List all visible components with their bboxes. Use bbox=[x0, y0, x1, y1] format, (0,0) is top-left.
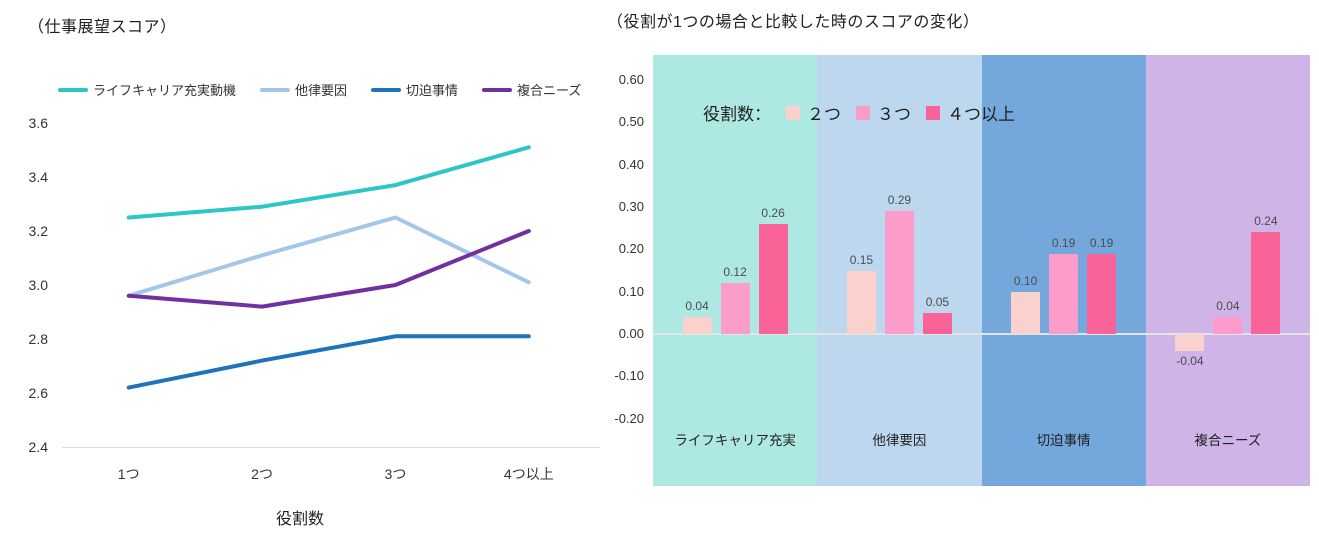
bar-４つ以上-2 bbox=[922, 312, 952, 334]
legend-line-swatch bbox=[482, 87, 513, 92]
legend-item-1: ２つ bbox=[786, 100, 841, 125]
legend-item-label: 切迫事情 bbox=[406, 83, 459, 98]
line-chart-baseline bbox=[62, 447, 600, 448]
legend-color-swatch bbox=[786, 105, 800, 120]
legend-item-4: 複合ニーズ bbox=[482, 80, 581, 99]
bar-４つ以上-3 bbox=[1087, 253, 1117, 334]
bar-３つ-1 bbox=[720, 283, 750, 334]
line-chart-plot bbox=[126, 145, 531, 390]
line-chart-legend: ライフキャリア充実動機 他律要因 切迫事情 複合ニーズ bbox=[58, 80, 581, 99]
bar-value-label: 0.19 bbox=[1051, 235, 1076, 250]
category-band-4: 複合ニーズ bbox=[1145, 55, 1310, 486]
bar-value-label: 0.04 bbox=[685, 299, 709, 314]
bar-２つ-2 bbox=[846, 270, 876, 334]
y-tick-label: 2.4 bbox=[28, 439, 48, 455]
legend-color-swatch bbox=[856, 105, 870, 120]
bar-３つ-3 bbox=[1049, 253, 1079, 334]
y-tick-label: 0.00 bbox=[618, 326, 644, 341]
legend-item-label: ４つ以上 bbox=[947, 105, 1015, 124]
legend-item-label: ライフキャリア充実動機 bbox=[93, 83, 237, 98]
y-tick-label: 0.30 bbox=[618, 199, 644, 214]
y-tick-label: 0.10 bbox=[618, 283, 644, 299]
legend-item-2: 他律要因 bbox=[260, 80, 347, 99]
y-tick-label: -0.20 bbox=[614, 410, 644, 426]
legend-line-swatch bbox=[371, 87, 402, 92]
legend-line-swatch bbox=[260, 87, 291, 92]
y-tick-label: 3.6 bbox=[28, 115, 48, 131]
legend-item-3: ４つ以上 bbox=[926, 100, 1015, 125]
bar-value-label: 0.05 bbox=[925, 294, 950, 309]
legend-item-label: ２つ bbox=[807, 105, 841, 124]
bar-value-label: 0.29 bbox=[887, 193, 912, 208]
category-label: ライフキャリア充実 bbox=[674, 433, 796, 448]
y-tick-label: 0.60 bbox=[618, 72, 644, 88]
y-tick-label: 0.20 bbox=[618, 241, 644, 257]
line-chart-title: （仕事展望スコア） bbox=[28, 19, 177, 36]
bar-value-label: 0.12 bbox=[723, 265, 747, 280]
legend-item-label: 他律要因 bbox=[295, 83, 348, 98]
bar-４つ以上-4 bbox=[1251, 232, 1281, 334]
y-tick-label: 2.6 bbox=[28, 385, 48, 401]
bar-chart-legend: 役割数： ２つ ３つ ４つ以上 bbox=[703, 100, 1015, 125]
y-tick-label: 3.2 bbox=[28, 223, 48, 239]
legend-item-3: 切迫事情 bbox=[371, 80, 458, 99]
bar-３つ-4 bbox=[1213, 317, 1243, 334]
line-chart-x-axis-title: 役割数 bbox=[275, 511, 324, 528]
category-label: 他律要因 bbox=[872, 433, 927, 448]
legend-item-label: ３つ bbox=[877, 105, 911, 124]
bar-２つ-1 bbox=[682, 317, 712, 334]
line-series-3 bbox=[126, 334, 531, 390]
category-label: 複合ニーズ bbox=[1194, 433, 1262, 448]
bar-３つ-2 bbox=[884, 211, 914, 334]
legend-line-swatch bbox=[58, 87, 88, 92]
bar-value-label: 0.15 bbox=[849, 252, 874, 267]
bar-２つ-3 bbox=[1011, 291, 1041, 334]
category-band-1: ライフキャリア充実 bbox=[653, 55, 818, 486]
line-series-1 bbox=[126, 145, 531, 220]
bar-value-label: 0.04 bbox=[1216, 299, 1240, 314]
line-series-4 bbox=[126, 229, 531, 309]
bar-value-label: -0.04 bbox=[1176, 353, 1204, 368]
line-series-2 bbox=[126, 215, 531, 298]
zero-axis-line bbox=[653, 333, 1310, 335]
x-tick-label: 3つ bbox=[384, 466, 407, 482]
bar-value-label: 0.10 bbox=[1013, 273, 1038, 288]
legend-color-swatch bbox=[926, 105, 940, 120]
y-tick-label: -0.10 bbox=[614, 368, 644, 384]
y-tick-label: 3.4 bbox=[28, 169, 48, 185]
bar-value-label: 0.19 bbox=[1089, 235, 1114, 250]
category-label: 切迫事情 bbox=[1036, 433, 1091, 448]
y-tick-label: 2.8 bbox=[28, 331, 48, 347]
bar-value-label: 0.24 bbox=[1254, 214, 1278, 229]
y-tick-label: 0.40 bbox=[618, 156, 644, 172]
legend-item-2: ３つ bbox=[856, 100, 911, 125]
x-tick-label: 1つ bbox=[117, 466, 140, 482]
bar-chart-title: （役割が1つの場合と比較した時のスコアの変化） bbox=[607, 14, 980, 31]
bar-chart-plot: ライフキャリア充実 他律要因 切迫事情 複合ニーズ 0.04 0.12 0.26 0.15 0.… bbox=[653, 55, 1310, 486]
bar-２つ-4 bbox=[1175, 334, 1205, 351]
y-tick-label: 0.50 bbox=[618, 114, 644, 130]
x-tick-label: 2つ bbox=[251, 466, 273, 482]
bar-value-label: 0.26 bbox=[761, 205, 785, 220]
x-tick-label: 4つ以上 bbox=[503, 466, 554, 482]
bar-４つ以上-1 bbox=[758, 223, 788, 334]
y-tick-label: 3.0 bbox=[28, 277, 48, 293]
legend-item-label: 複合ニーズ bbox=[517, 83, 582, 98]
legend-item-1: ライフキャリア充実動機 bbox=[58, 80, 236, 99]
bar-chart-legend-title: 役割数： bbox=[703, 105, 771, 124]
